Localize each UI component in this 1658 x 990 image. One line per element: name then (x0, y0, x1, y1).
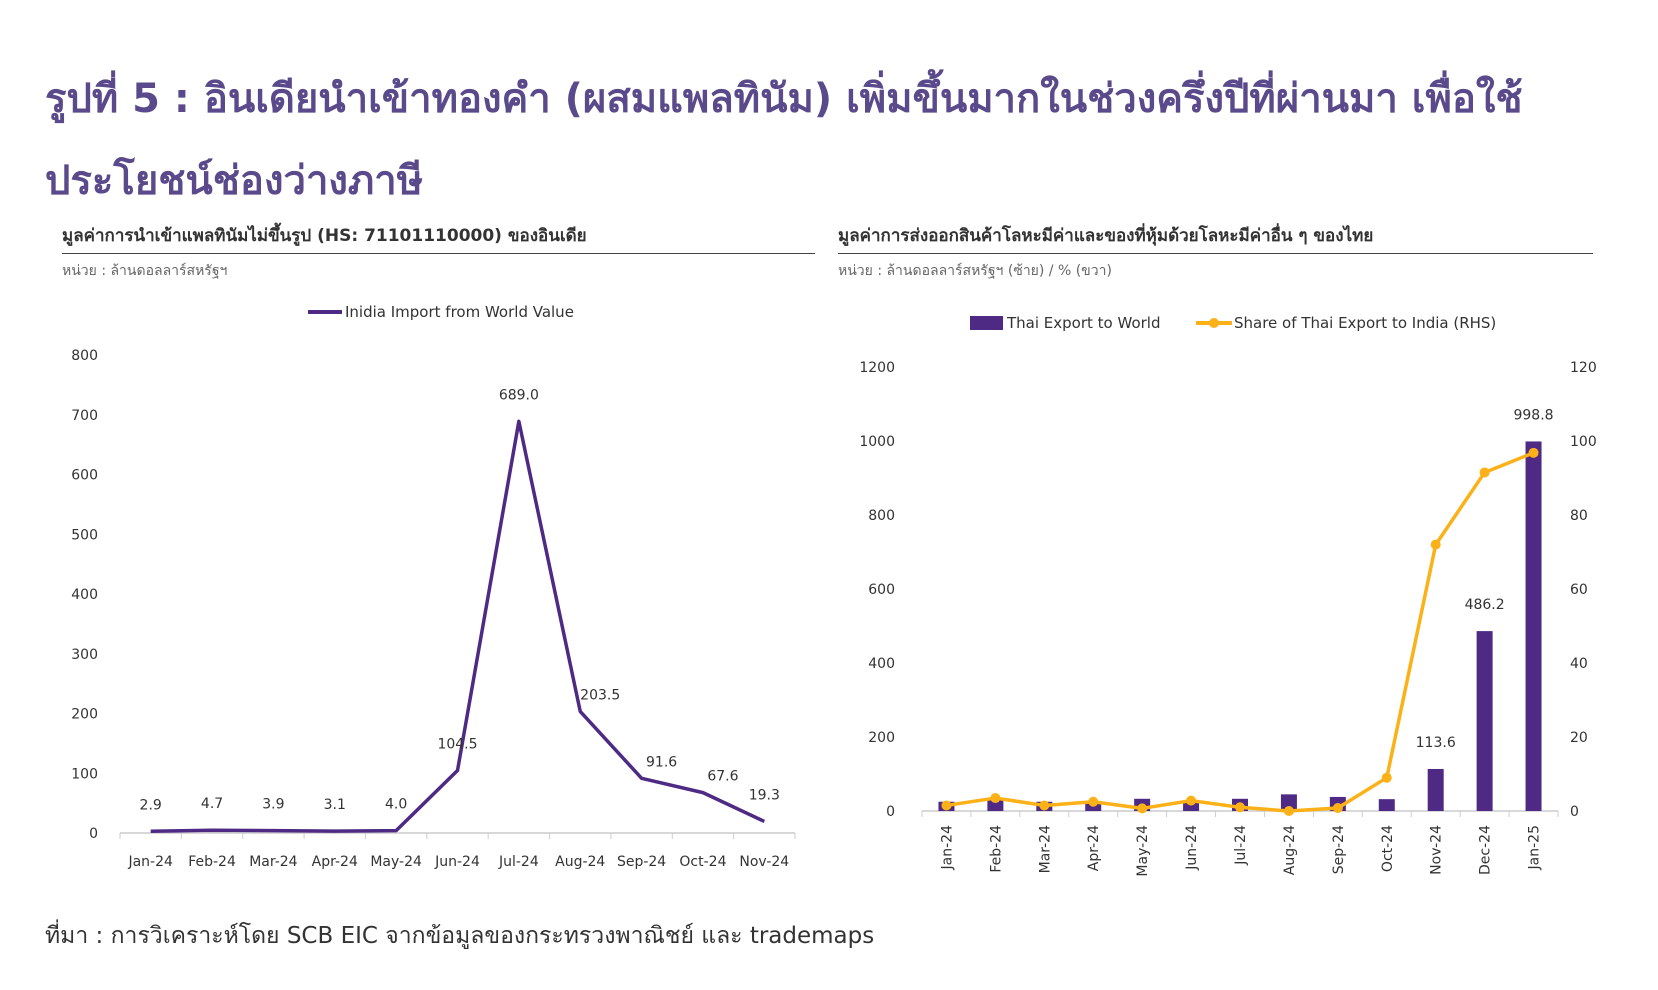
y2-tick-label: 40 (1570, 656, 1588, 672)
bar (987, 799, 1004, 811)
y-tick-label: 600 (868, 582, 895, 598)
y-tick-label: 400 (71, 587, 98, 603)
y-tick-label: 0 (89, 826, 98, 842)
share-point (1332, 803, 1343, 814)
x-tick-label: Apr-24 (1086, 825, 1102, 871)
y2-tick-label: 60 (1570, 582, 1588, 598)
left-chart-unit: หน่วย : ล้านดอลลาร์สหรัฐฯ (62, 263, 228, 279)
share-point (1039, 800, 1050, 811)
legend-bar-swatch (970, 316, 1003, 330)
data-label: 4.7 (201, 796, 223, 812)
share-point (1283, 806, 1294, 816)
data-label: 3.1 (324, 797, 346, 813)
share-point (1186, 795, 1197, 806)
bar (1378, 799, 1395, 811)
right-chart-panel: มูลค่าการส่งออกสินค้าโลหะมีค่าและของที่ห… (838, 222, 1593, 282)
right-chart-title: มูลค่าการส่งออกสินค้าโลหะมีค่าและของที่ห… (838, 222, 1593, 254)
x-tick-label: Jul-24 (498, 854, 539, 870)
y2-tick-label: 100 (1570, 434, 1597, 450)
x-tick-label: Jan-24 (127, 854, 173, 870)
legend-marker (1209, 318, 1219, 328)
y2-tick-label: 80 (1570, 508, 1588, 524)
x-tick-label: Oct-24 (1380, 825, 1396, 872)
y-tick-label: 300 (71, 647, 98, 663)
data-label: 203.5 (580, 687, 620, 703)
x-tick-label: Jun-24 (1184, 825, 1200, 871)
y-tick-label: 800 (71, 348, 98, 364)
share-point (1430, 539, 1441, 550)
y-tick-label: 1200 (859, 360, 895, 376)
source-note: ที่มา : การวิเคราะห์โดย SCB EIC จากข้อมู… (45, 923, 875, 949)
data-label: 4.0 (385, 797, 407, 813)
x-tick-label: Jun-24 (434, 854, 480, 870)
series-line (150, 419, 766, 834)
data-label: 998.8 (1513, 407, 1553, 423)
legend-label: Inidia Import from World Value (345, 303, 574, 321)
share-point (1235, 802, 1245, 813)
bar (1525, 441, 1542, 811)
y-tick-label: 600 (71, 468, 98, 484)
y-tick-label: 400 (868, 656, 895, 672)
share-line (946, 451, 1535, 813)
data-label: 3.9 (262, 797, 284, 813)
right-chart-unit: หน่วย : ล้านดอลลาร์สหรัฐฯ (ซ้าย) / % (ขว… (838, 263, 1112, 279)
share-point (1479, 467, 1490, 478)
y2-tick-label: 0 (1570, 804, 1579, 820)
x-tick-label: Dec-24 (1478, 825, 1494, 875)
share-point (990, 793, 1001, 804)
legend-label: Thai Export to World (1006, 314, 1160, 332)
share-point (1381, 772, 1392, 783)
bar (1280, 794, 1297, 811)
x-tick-label: Sep-24 (1331, 825, 1347, 874)
x-tick-label: Mar-24 (249, 854, 297, 870)
y-tick-label: 500 (71, 527, 98, 543)
figure-title: รูปที่ 5 : อินเดียนำเข้าทองคำ (ผสมแพลทิน… (45, 76, 1523, 204)
data-label: 2.9 (140, 797, 162, 813)
x-tick-label: Oct-24 (679, 854, 726, 870)
y-tick-label: 200 (71, 707, 98, 723)
share-point (941, 800, 952, 811)
x-tick-label: Sep-24 (617, 854, 666, 870)
x-tick-label: Jul-24 (1233, 825, 1249, 866)
data-label: 486.2 (1465, 597, 1505, 613)
share-point (1088, 796, 1099, 807)
bar (1476, 631, 1493, 811)
x-tick-label: Nov-24 (739, 854, 789, 870)
x-tick-label: Feb-24 (188, 854, 236, 870)
share-point (1137, 803, 1148, 814)
y2-tick-label: 20 (1570, 730, 1588, 746)
left-chart-panel: มูลค่าการนำเข้าแพลทินัมไม่ขึ้นรูป (HS: 7… (62, 222, 815, 282)
x-tick-label: May-24 (1135, 825, 1151, 877)
data-label: 67.6 (707, 769, 738, 785)
x-tick-label: Aug-24 (555, 854, 605, 870)
data-label: 104.5 (437, 737, 477, 753)
x-tick-label: Aug-24 (1282, 825, 1298, 875)
data-label: 19.3 (749, 787, 780, 803)
y2-tick-label: 120 (1570, 360, 1597, 376)
x-tick-label: May-24 (370, 854, 422, 870)
data-label: 689.0 (499, 387, 539, 403)
y-tick-label: 200 (868, 730, 895, 746)
y-tick-label: 800 (868, 508, 895, 524)
x-tick-label: Apr-24 (312, 854, 358, 870)
x-tick-label: Feb-24 (988, 825, 1004, 873)
x-tick-label: Jan-25 (1527, 825, 1543, 870)
y-tick-label: 0 (886, 804, 895, 820)
bar (1183, 800, 1200, 811)
share-point (1528, 447, 1539, 458)
bar (1427, 768, 1444, 811)
y-tick-label: 100 (71, 766, 98, 782)
x-tick-label: Jan-24 (939, 825, 955, 871)
y-tick-label: 700 (71, 408, 98, 424)
data-label: 91.6 (646, 754, 677, 770)
legend-label: Share of Thai Export to India (RHS) (1234, 314, 1496, 332)
left-chart-title: มูลค่าการนำเข้าแพลทินัมไม่ขึ้นรูป (HS: 7… (62, 222, 815, 254)
y-tick-label: 1000 (859, 434, 895, 450)
data-label: 113.6 (1416, 735, 1456, 751)
x-tick-label: Nov-24 (1429, 825, 1445, 875)
x-tick-label: Mar-24 (1037, 825, 1053, 873)
